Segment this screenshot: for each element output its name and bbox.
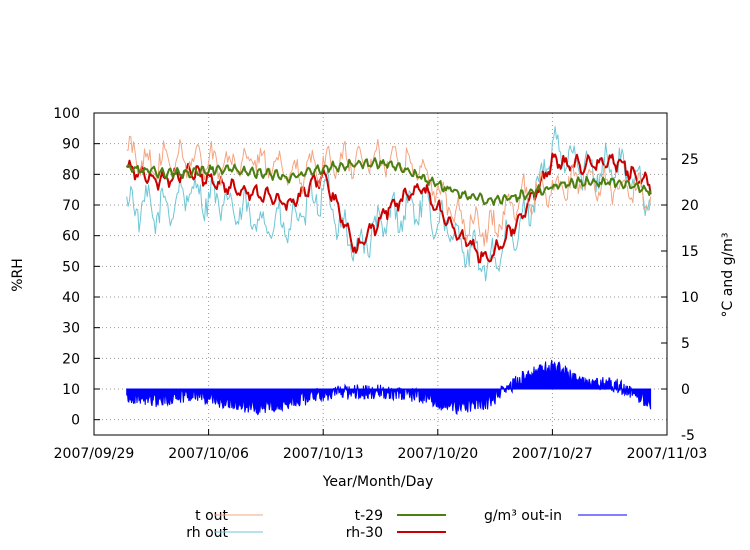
x-tick-label: 2007/10/06 xyxy=(168,446,249,462)
series-line-g-out-in xyxy=(126,359,652,416)
x-axis-label: Year/Month/Day xyxy=(322,474,434,490)
y-tick-label: 100 xyxy=(53,106,80,122)
y-tick-label: 90 xyxy=(62,137,80,153)
series-line-rh-30 xyxy=(126,152,652,264)
y2-axis-label: °C and g/m³ xyxy=(720,233,736,318)
x-tick-label: 2007/10/20 xyxy=(397,446,478,462)
legend-label-g-m-out-in: g/m³ out-in xyxy=(484,508,562,524)
x-tick-label: 2007/11/03 xyxy=(627,446,708,462)
y-tick-label: 50 xyxy=(62,259,80,275)
y2-tick-label: 15 xyxy=(681,244,699,260)
y-tick-label: 80 xyxy=(62,167,80,183)
y-tick-label: 70 xyxy=(62,198,80,214)
y2-tick-label: 20 xyxy=(681,198,699,214)
x-tick-label: 2007/10/27 xyxy=(512,446,593,462)
legend-label-t-out: t out xyxy=(195,508,228,524)
series-layer xyxy=(125,126,652,416)
legend-label-rh-30: rh-30 xyxy=(346,525,383,541)
plot-frame xyxy=(93,112,668,436)
y-tick-label: 0 xyxy=(71,413,80,429)
y2-tick-label: 0 xyxy=(681,382,690,398)
y-axis-label: %RH xyxy=(10,258,26,292)
x-tick-label: 2007/10/13 xyxy=(283,446,364,462)
y2-tick-label: 5 xyxy=(681,336,690,352)
y2-tick-label: 10 xyxy=(681,290,699,306)
legend-label-t-29: t-29 xyxy=(355,508,383,524)
y-tick-label: 40 xyxy=(62,290,80,306)
axis-labels: Year/Month/Day %RH °C and g/m³ xyxy=(10,233,736,490)
tick-layer: 0 10 20 30 40 50 60 70 80 90 100 -5 0 5 10 15 20 25 2007/0… xyxy=(53,106,707,462)
y-tick-label: 30 xyxy=(62,321,80,337)
y-tick-label: 60 xyxy=(62,229,80,245)
y-tick-label: 10 xyxy=(62,382,80,398)
y2-tick-label: 25 xyxy=(681,152,699,168)
x-tick-label: 2007/09/29 xyxy=(54,446,135,462)
series-line-rh-out xyxy=(126,126,652,282)
series-line-t-out xyxy=(126,135,652,247)
legend-label-rh-out: rh out xyxy=(186,525,228,541)
series-line-t-29 xyxy=(125,157,652,206)
y2-tick-label: -5 xyxy=(681,428,695,444)
y-tick-label: 20 xyxy=(62,351,80,367)
